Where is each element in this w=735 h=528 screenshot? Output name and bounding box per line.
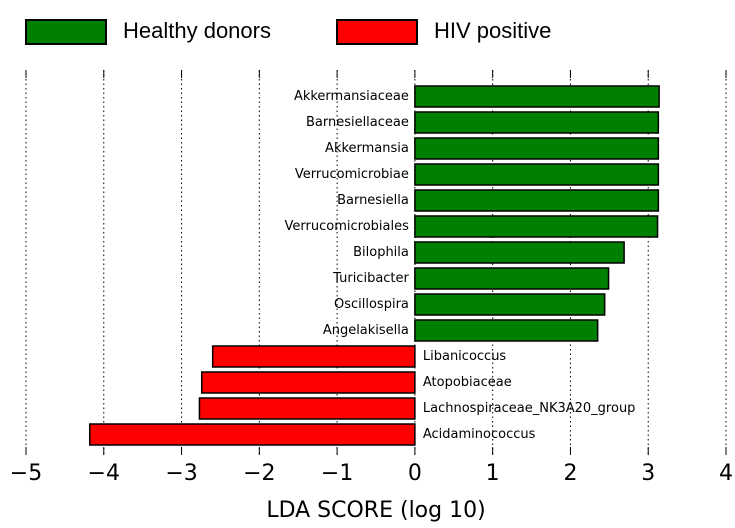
category-label: Lachnospiraceae_NK3A20_group <box>423 401 636 416</box>
bar <box>414 85 660 108</box>
category-label: Akkermansia <box>325 141 409 156</box>
category-label: Akkermansiaceae <box>294 89 409 104</box>
bar <box>211 345 416 368</box>
x-tick-label: −3 <box>165 461 197 486</box>
legend-swatch <box>25 19 107 45</box>
category-label: Verrucomicrobiales <box>285 219 410 234</box>
category-label: Acidaminococcus <box>423 427 536 442</box>
category-label: Angelakisella <box>323 323 409 338</box>
bar <box>414 163 660 186</box>
x-tick-label: −2 <box>243 461 275 486</box>
x-tick-label: −5 <box>10 461 42 486</box>
x-tick-label: −1 <box>321 461 353 486</box>
bar <box>89 423 416 446</box>
bar <box>414 189 660 212</box>
x-axis-label: LDA SCORE (log 10) <box>266 498 485 523</box>
category-label: Oscillospira <box>334 297 409 312</box>
category-label: Verrucomicrobiae <box>295 167 409 182</box>
legend-label: Healthy donors <box>123 18 271 43</box>
x-tick-label: 2 <box>563 461 577 486</box>
bar <box>414 137 660 160</box>
category-label: Libanicoccus <box>423 349 507 364</box>
category-label: Atopobiaceae <box>423 375 512 390</box>
legend-swatch <box>336 19 418 45</box>
x-tick-label: −4 <box>88 461 120 486</box>
x-tick-label: 3 <box>641 461 655 486</box>
x-tick-label: 1 <box>486 461 500 486</box>
bar <box>414 111 660 134</box>
category-label: Turicibacter <box>332 271 409 286</box>
legend-label: HIV positive <box>434 18 551 43</box>
bar <box>198 397 416 420</box>
bar <box>201 371 416 394</box>
bar <box>414 319 599 342</box>
category-label: Barnesiella <box>337 193 409 208</box>
bar <box>414 293 606 316</box>
x-tick-label: 4 <box>719 461 733 486</box>
bar <box>414 267 610 290</box>
bar <box>414 215 659 238</box>
category-label: Barnesiellaceae <box>306 115 409 130</box>
category-label: Bilophila <box>353 245 409 260</box>
bar <box>414 241 625 264</box>
x-tick-label: 0 <box>408 461 422 486</box>
